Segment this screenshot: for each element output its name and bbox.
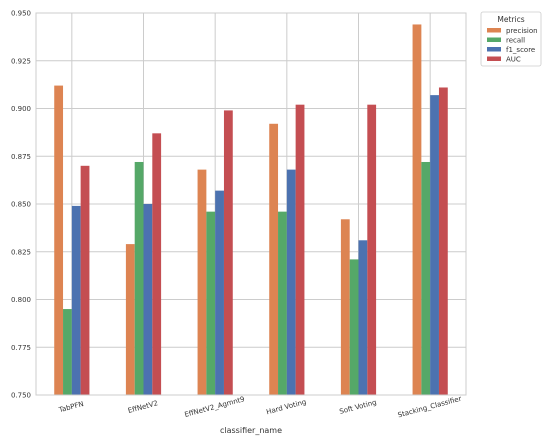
bar-recall-5 bbox=[421, 161, 431, 395]
legend-swatch-AUC bbox=[487, 56, 501, 61]
bar-f1_score-3 bbox=[286, 169, 296, 395]
legend-swatch-recall bbox=[487, 37, 501, 42]
bar-precision-5 bbox=[412, 24, 422, 396]
bar-f1_score-0 bbox=[71, 205, 81, 395]
legend-label-recall: recall bbox=[506, 36, 525, 44]
bars bbox=[54, 24, 448, 396]
bar-AUC-2 bbox=[223, 110, 233, 395]
bar-recall-2 bbox=[206, 211, 216, 395]
legend-swatch-f1_score bbox=[487, 47, 501, 52]
y-tick-label: 0.800 bbox=[11, 296, 31, 304]
legend-label-f1_score: f1_score bbox=[506, 46, 535, 54]
bar-recall-0 bbox=[63, 309, 72, 395]
y-tick-label: 0.850 bbox=[11, 201, 31, 209]
y-tick-label: 0.875 bbox=[11, 153, 31, 161]
bar-precision-3 bbox=[269, 123, 279, 395]
legend-label-precision: precision bbox=[506, 27, 538, 35]
y-tick-label: 0.900 bbox=[11, 105, 31, 113]
legend-swatch-precision bbox=[487, 28, 501, 33]
bar-recall-4 bbox=[349, 259, 359, 395]
legend-box bbox=[480, 11, 542, 67]
y-tick-label: 0.925 bbox=[11, 57, 31, 65]
x-axis-label: classifier_name bbox=[220, 426, 282, 435]
bar-f1_score-5 bbox=[430, 95, 439, 395]
bar-AUC-4 bbox=[367, 104, 377, 396]
bar-recall-1 bbox=[134, 161, 144, 395]
legend-label-AUC: AUC bbox=[506, 55, 521, 63]
y-tick-label: 0.950 bbox=[11, 10, 31, 18]
bar-precision-2 bbox=[197, 169, 207, 395]
y-tick-label: 0.775 bbox=[11, 344, 31, 352]
bar-AUC-3 bbox=[295, 104, 305, 396]
y-tick-labels: 0.750 0.775 0.800 0.825 0.850 0.875 0.900 0.925… bbox=[11, 10, 31, 400]
bar-precision-4 bbox=[340, 219, 350, 395]
bar-precision-0 bbox=[54, 85, 64, 395]
bar-AUC-5 bbox=[438, 87, 448, 396]
bar-AUC-0 bbox=[80, 165, 90, 395]
bar-recall-3 bbox=[278, 211, 287, 395]
y-tick-label: 0.750 bbox=[11, 392, 31, 400]
bar-precision-1 bbox=[125, 244, 135, 395]
plot-frame bbox=[35, 12, 467, 396]
bar-AUC-1 bbox=[152, 133, 162, 395]
y-tick-label: 0.825 bbox=[11, 248, 31, 256]
bar-f1_score-4 bbox=[358, 240, 368, 395]
bar-f1_score-1 bbox=[143, 204, 153, 395]
bar-f1_score-2 bbox=[215, 190, 224, 395]
legend-title: Metrics bbox=[497, 15, 524, 24]
